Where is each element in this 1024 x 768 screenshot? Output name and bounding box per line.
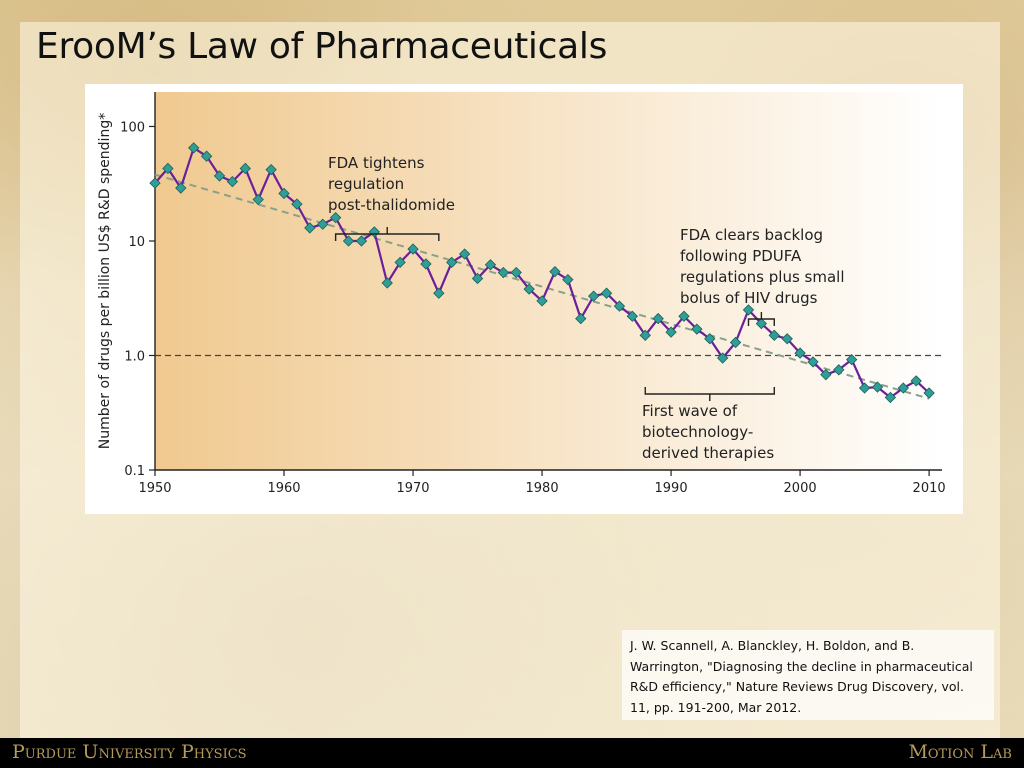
x-tick-label: 1980 [526,481,559,496]
data-point [884,391,897,404]
data-point [226,175,239,188]
data-point [355,235,368,247]
annotation-text: FDA tightens [328,154,425,172]
data-point [613,300,626,312]
data-point [497,266,510,279]
annotation-text: First wave of [642,402,738,420]
data-point [678,310,690,322]
slide-title: ErooM’s Law of Pharmaceuticals [36,26,608,67]
annotation-text: bolus of HIV drugs [680,289,818,307]
data-point [587,290,600,302]
x-tick-label: 1950 [138,481,171,496]
data-point [923,387,935,399]
annotation-bracket [644,387,775,401]
data-point [317,218,329,230]
trend-line [154,173,930,400]
x-tick-label: 1960 [267,481,300,496]
x-tick-label: 1990 [655,481,688,496]
data-point [717,352,729,364]
data-point [484,259,497,271]
data-point [252,193,264,206]
footer-institution: Purdue University Physics [12,741,247,763]
data-point [807,356,819,368]
y-axis-label: Number of drugs per billion US$ R&D spen… [97,113,113,449]
y-tick-label: 0.1 [124,464,145,479]
data-point [729,336,742,349]
annotation-bracket [747,312,775,326]
citation-text: J. W. Scannell, A. Blanckley, H. Boldon,… [630,638,973,715]
data-point [820,369,832,381]
annotation-text: FDA clears backlog [680,226,823,244]
data-point [768,329,780,341]
data-point [846,353,858,366]
footer-bar: Purdue University Physics Motion Lab [0,738,1024,768]
plot-background [155,92,942,470]
x-tick-label: 2010 [913,481,946,496]
data-point [665,326,677,338]
y-tick-label: 1.0 [124,349,145,364]
annotation-text: regulations plus small [680,268,845,286]
data-point [291,198,303,210]
data-point [833,364,845,376]
data-point [536,295,548,307]
data-point [652,312,664,325]
citation-box: J. W. Scannell, A. Blanckley, H. Boldon,… [622,630,994,720]
data-point [458,248,471,260]
data-point [381,277,393,289]
data-point [523,283,535,295]
data-point [549,265,561,278]
data-point [304,222,316,234]
data-point [742,304,755,316]
data-point [342,235,355,247]
data-point [755,317,768,330]
data-point [794,347,806,359]
annotation-text: following PDUFA [680,247,802,265]
data-point [188,142,200,154]
data-point [175,182,187,194]
annotation-text: derived therapies [642,444,774,462]
data-point [265,163,277,176]
data-point [600,287,613,299]
data-point [704,333,716,345]
annotation-text: post-thalidomide [328,196,455,214]
data-point [420,258,432,270]
data-point [691,323,703,335]
data-point [910,375,922,387]
data-point [407,243,419,255]
footer-lab: Motion Lab [908,741,1012,763]
data-point [626,310,639,322]
annotation-text: biotechnology- [642,423,753,441]
chart-container: 0.1 1.0 10 100 1950 1960 1970 1980 1990 2000 2010 N… [85,84,963,514]
data-point [639,329,651,341]
y-tick-label: 10 [128,235,145,250]
annotation-text: regulation [328,175,404,193]
data-point [239,162,251,175]
data-point [200,150,213,162]
data-point [433,287,445,299]
data-point [394,256,406,269]
annotation-bracket [334,227,440,241]
data-point [149,177,161,189]
data-point [471,272,484,285]
data-point [897,382,909,394]
data-point [781,333,793,345]
x-tick-label: 1970 [396,481,429,496]
data-point [562,273,574,286]
data-point [329,211,342,224]
eroom-chart: 0.1 1.0 10 100 1950 1960 1970 1980 1990 2000 2010 N… [97,92,946,496]
data-point [446,256,458,269]
x-tick-label: 2000 [784,481,817,496]
data-point [162,162,174,175]
data-point [871,381,884,393]
data-point [278,187,290,200]
data-point [510,266,522,279]
y-tick-label: 100 [120,120,145,135]
data-point [858,382,871,394]
data-point [213,170,226,182]
data-point [575,312,587,325]
